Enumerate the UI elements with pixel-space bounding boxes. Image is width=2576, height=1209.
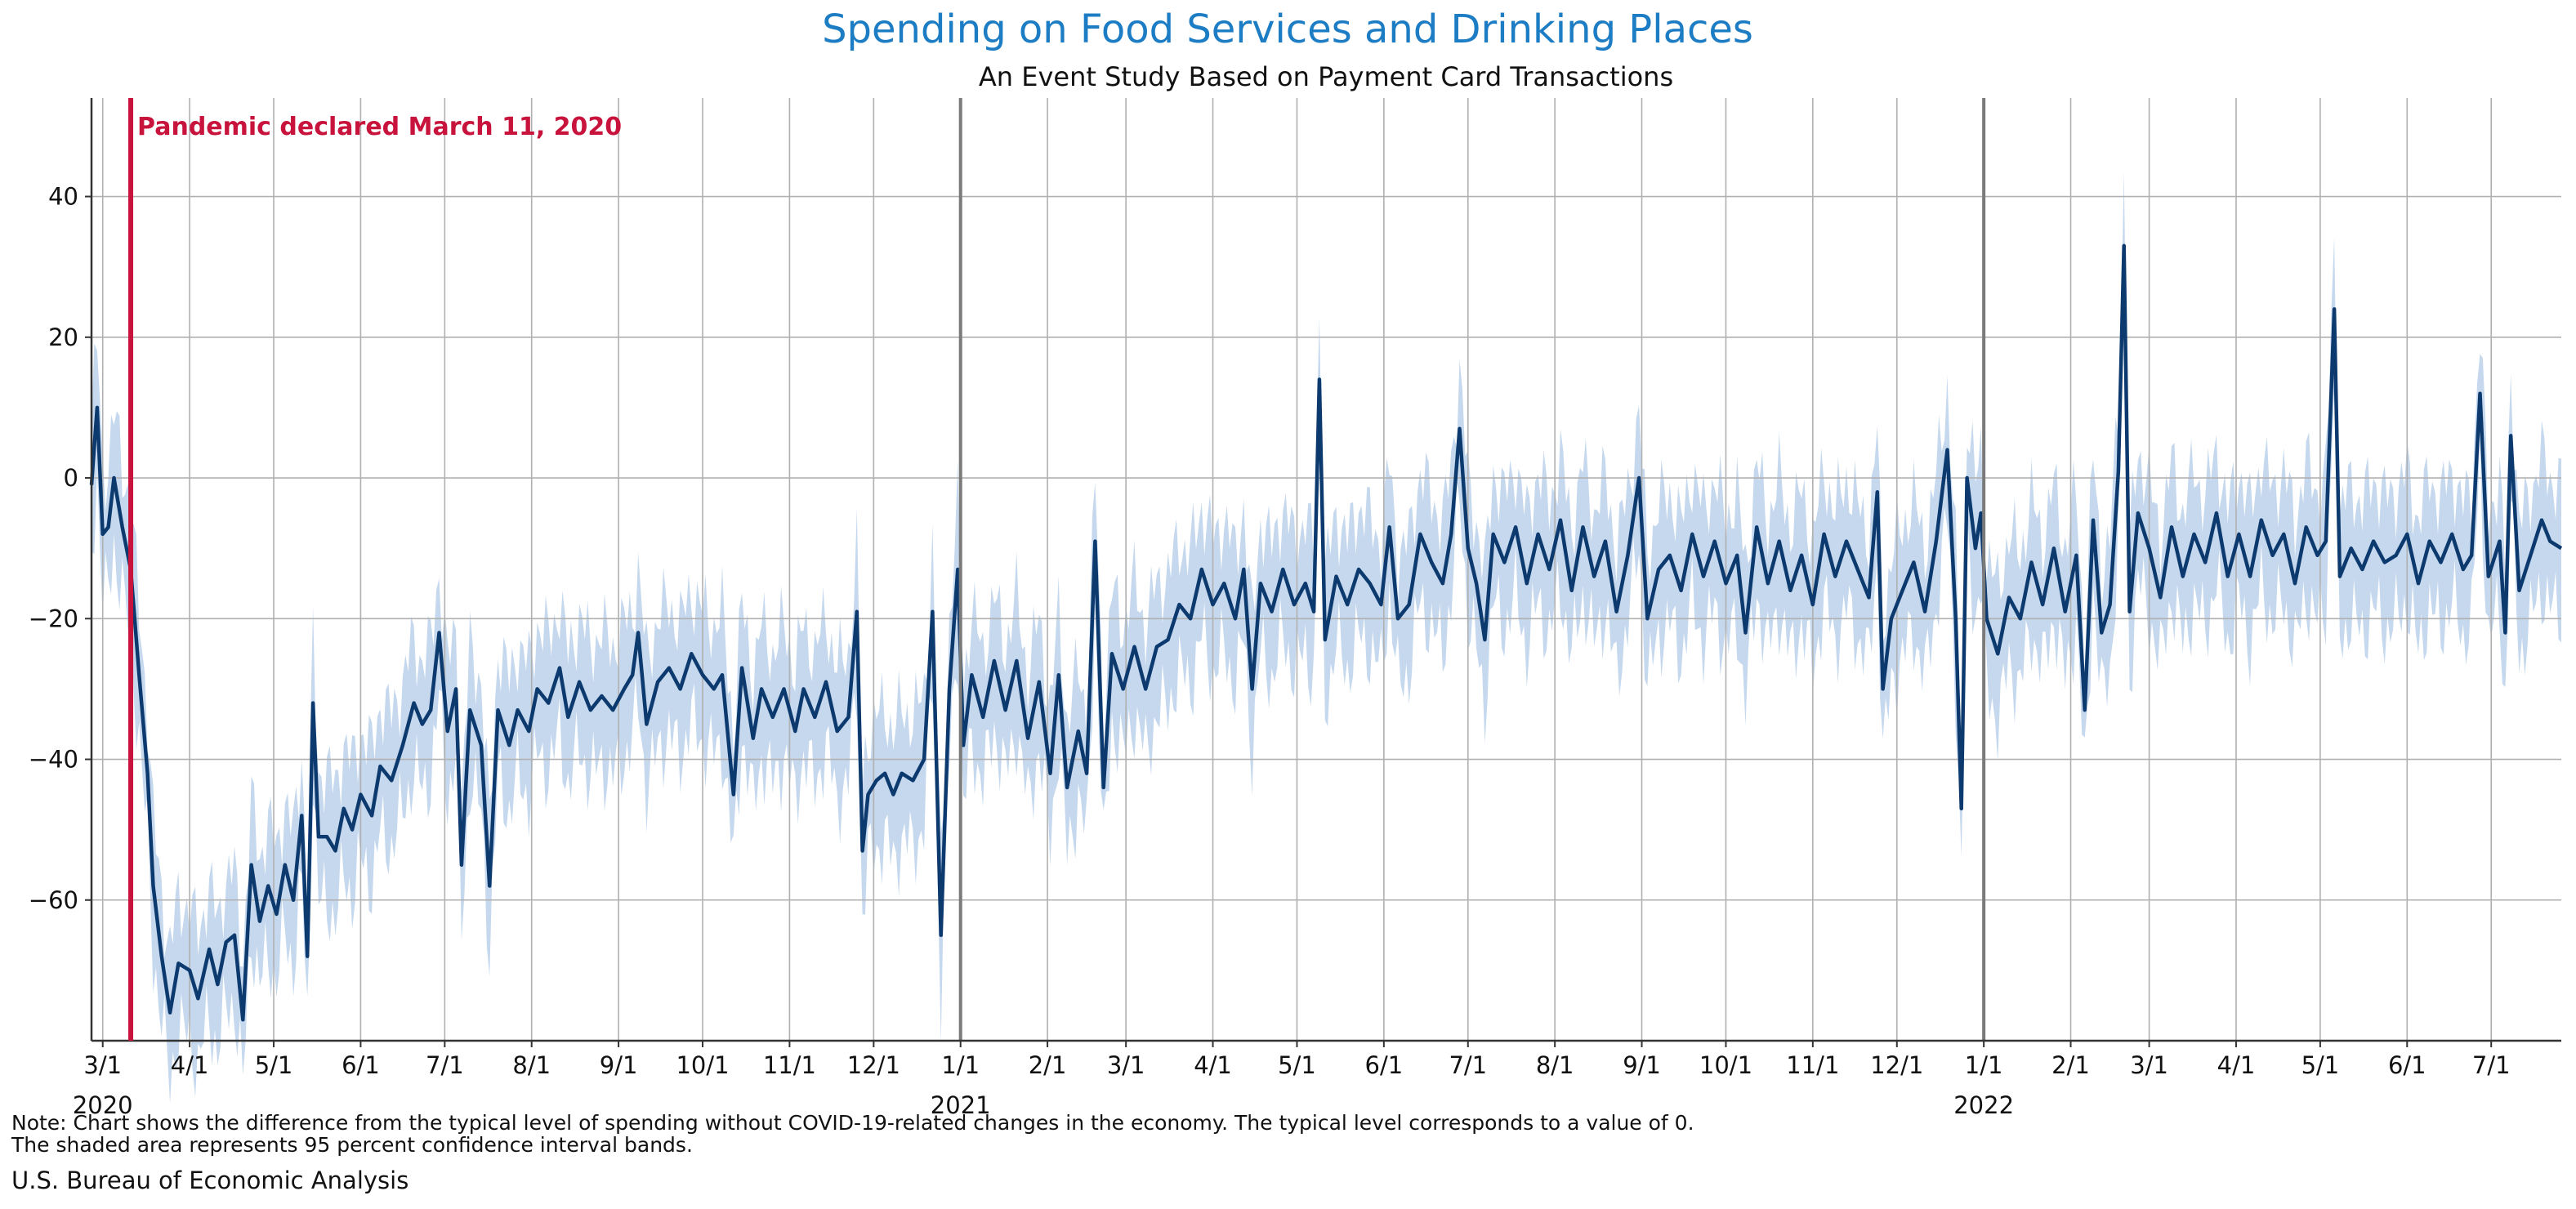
x-tick-label: 5/1 (255, 1051, 293, 1079)
x-tick-label: 2/1 (1029, 1051, 1067, 1079)
x-tick-label: 11/1 (1786, 1051, 1839, 1079)
x-tick-label: 7/1 (2472, 1051, 2511, 1079)
axes-layer (85, 98, 2561, 1047)
x-tick-label: 8/1 (512, 1051, 551, 1079)
x-tick-label: 9/1 (1623, 1051, 1661, 1079)
chart-note: Note: Chart shows the difference from th… (11, 1111, 1694, 1135)
x-year-label: 2021 (931, 1091, 991, 1119)
x-tick-label: 6/1 (342, 1051, 380, 1079)
x-tick-label: 1/1 (941, 1051, 980, 1079)
x-tick-label: 4/1 (171, 1051, 209, 1079)
x-tick-label: 10/1 (676, 1051, 729, 1079)
text-layer: Spending on Food Services and Drinking P… (11, 7, 2511, 1194)
x-tick-label: 3/1 (1107, 1051, 1145, 1079)
x-tick-label: 12/1 (847, 1051, 900, 1079)
x-tick-label: 3/1 (83, 1051, 122, 1079)
x-tick-label: 7/1 (1449, 1051, 1487, 1079)
series-line (89, 243, 2563, 1022)
chart-note-2: The shaded area represents 95 percent co… (11, 1133, 693, 1157)
chart-subtitle: An Event Study Based on Payment Card Tra… (979, 61, 1673, 92)
y-tick-label: 20 (48, 323, 78, 351)
y-tick-label: 40 (48, 183, 78, 211)
x-tick-label: 6/1 (1365, 1051, 1404, 1079)
x-tick-label: 11/1 (763, 1051, 816, 1079)
x-tick-label: 12/1 (1870, 1051, 1923, 1079)
x-tick-label: 6/1 (2388, 1051, 2426, 1079)
x-tick-label: 3/1 (2130, 1051, 2168, 1079)
x-tick-label: 4/1 (1194, 1051, 1232, 1079)
x-tick-label: 5/1 (1278, 1051, 1316, 1079)
x-tick-label: 9/1 (600, 1051, 638, 1079)
x-tick-label: 7/1 (426, 1051, 464, 1079)
y-tick-label: −40 (29, 746, 78, 774)
x-year-label: 2020 (73, 1091, 133, 1119)
x-tick-label: 8/1 (1536, 1051, 1574, 1079)
chart-source: U.S. Bureau of Economic Analysis (11, 1167, 408, 1194)
series-line-layer (89, 243, 2563, 1022)
x-tick-label: 2/1 (2051, 1051, 2090, 1079)
event-label: Pandemic declared March 11, 2020 (137, 113, 622, 141)
chart-title: Spending on Food Services and Drinking P… (822, 7, 1753, 52)
x-tick-label: 5/1 (2301, 1051, 2340, 1079)
x-tick-label: 10/1 (1699, 1051, 1752, 1079)
x-tick-label: 1/1 (1965, 1051, 2003, 1079)
x-year-label: 2022 (1953, 1091, 2014, 1119)
y-tick-label: −60 (29, 886, 78, 914)
x-tick-label: 4/1 (2217, 1051, 2256, 1079)
y-tick-label: 0 (64, 464, 78, 492)
y-tick-label: −20 (29, 604, 78, 632)
